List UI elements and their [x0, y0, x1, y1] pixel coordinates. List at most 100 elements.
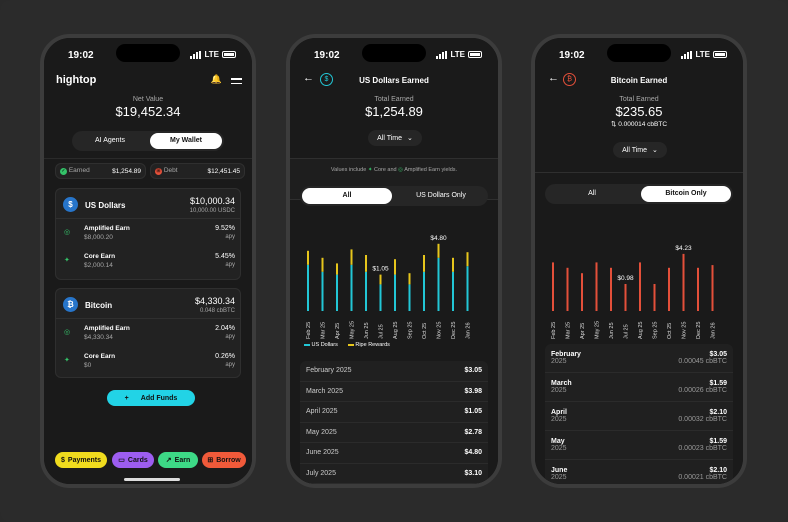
month-value: $3.05 — [709, 351, 727, 358]
dynamic-island — [362, 44, 426, 62]
month-label: July 2025 — [306, 469, 336, 477]
range-value: All Time — [622, 146, 648, 154]
btc-amp-apy: 2.04% — [215, 325, 235, 332]
bar-btc — [653, 284, 656, 311]
menu-icon[interactable] — [231, 78, 242, 84]
month-label: June 2025 — [306, 449, 339, 457]
month-btc: 0.00021 cbBTC — [678, 474, 727, 481]
status-time: 19:02 — [559, 50, 585, 61]
add-funds-button[interactable]: + Add Funds — [107, 390, 195, 406]
monthly-list: February 2025 $3.05 0.00045 cbBTC March 2025 $… — [545, 344, 733, 484]
payments-chip[interactable]: $ Payments — [55, 452, 107, 468]
tab-ai-agents[interactable]: AI Agents — [95, 137, 125, 144]
back-arrow-icon[interactable]: ← — [548, 72, 559, 84]
x-tick-label: Feb 25 — [306, 322, 312, 339]
data-label: $4.80 — [430, 235, 447, 242]
btc-core-apy-label: apy — [225, 362, 235, 368]
net-value-label: Net Value — [132, 96, 164, 103]
cards-chip[interactable]: ▭ Cards — [112, 452, 154, 468]
usd-coin-icon: $ — [320, 73, 333, 86]
bar-ripe-rewards — [423, 255, 425, 272]
dynamic-island — [116, 44, 180, 62]
debt-icon: ⊞ — [155, 167, 162, 175]
data-label: $0.98 — [617, 275, 634, 282]
list-item[interactable]: April 2025 $2.10 0.00032 cbBTC — [545, 402, 733, 431]
x-tick-label: Dec 25 — [451, 322, 457, 339]
btc-card[interactable]: ₿ Bitcoin $4,330.34 0.048 cbBTC ◎ Amplif… — [55, 288, 241, 378]
notification-bell-icon[interactable]: 🔔 — [210, 74, 222, 84]
x-tick-label: Aug 25 — [638, 322, 644, 339]
x-tick-label: Jun 25 — [609, 322, 615, 339]
usd-amp-apy: 9.52% — [215, 225, 235, 232]
usd-card[interactable]: $ US Dollars $10,000.34 10,000.00 USDC ◎… — [55, 188, 241, 280]
btc-amp-label: Amplified Earn — [84, 325, 130, 332]
usd-coin-icon: $ — [63, 197, 78, 212]
bar-ripe-rewards — [408, 273, 411, 285]
list-item[interactable]: March 2025 $1.59 0.00026 cbBTC — [545, 373, 733, 402]
debt-summary[interactable]: ⊞ Debt $12,451.45 — [150, 163, 245, 179]
usd-bar-chart: Feb 25 Mar 25 Apr 25 May 25 Jun 25 Jul 25 Aug … — [306, 235, 472, 339]
battery-icon — [713, 51, 727, 58]
month-btc: 0.00032 cbBTC — [678, 416, 727, 423]
bar-us-dollars — [350, 264, 353, 311]
x-tick-label: Mar 25 — [566, 322, 572, 339]
list-item[interactable]: February 2025 $3.05 0.00045 cbBTC — [545, 344, 733, 373]
payments-label: Payments — [67, 456, 101, 464]
usd-amp-amount: $8,000.20 — [84, 234, 113, 241]
month-value-block: $1.59 0.00026 cbBTC — [678, 380, 727, 394]
divider — [535, 172, 743, 173]
list-item[interactable]: May 2025 $2.78 — [300, 423, 488, 443]
month-year: 2025 — [551, 474, 567, 481]
bar-us-dollars — [321, 271, 324, 311]
network-label: LTE — [695, 50, 710, 59]
trend-icon: ↗ — [165, 457, 172, 464]
signal-icon — [436, 50, 448, 59]
yield-note: Values include ✦ Core and ◎ Amplified Ea… — [290, 167, 498, 173]
tab-bitcoin-only[interactable]: Bitcoin Only — [641, 186, 731, 202]
divider — [56, 318, 240, 319]
range-dropdown[interactable]: All Time ⌄ — [368, 130, 422, 146]
earned-label: Earned — [68, 167, 90, 175]
list-item[interactable]: April 2025 $1.05 — [300, 402, 488, 423]
tab-all[interactable]: All — [302, 188, 392, 204]
borrow-label: Borrow — [216, 456, 241, 464]
back-arrow-icon[interactable]: ← — [303, 72, 314, 84]
tab-all[interactable]: All — [588, 190, 596, 197]
btc-bar-chart: Feb 25 Mar 25 Apr 25 May 25 Jun 25 Jul 25 Aug … — [551, 245, 717, 339]
swap-icon: ⇅ — [610, 121, 617, 128]
core-earn-icon: ✦ — [64, 257, 70, 264]
x-tick-label: Apr 25 — [335, 323, 341, 339]
bar-ripe-rewards — [466, 252, 469, 267]
list-item[interactable]: June 2025 $4.80 — [300, 443, 488, 464]
signal-icon — [681, 50, 693, 59]
range-dropdown[interactable]: All Time ⌄ — [613, 142, 667, 158]
tab-us-dollars-only[interactable]: US Dollars Only — [416, 192, 466, 199]
list-item[interactable]: March 2025 $3.98 — [300, 382, 488, 402]
month-label: May — [551, 438, 565, 445]
usd-amp-label: Amplified Earn — [84, 225, 130, 232]
list-item[interactable]: February 2025 $3.05 — [300, 361, 488, 382]
data-label: $1.05 — [372, 266, 389, 273]
usd-sub: 10,000.00 USDC — [189, 208, 235, 214]
earned-summary[interactable]: ✓ Earned $1,254.89 — [55, 163, 146, 179]
total-earned: $235.65 — [615, 104, 663, 119]
tab-my-wallet[interactable]: My Wallet — [150, 133, 222, 149]
legend-usd: US Dollars — [304, 342, 338, 348]
x-tick-label: Sep 25 — [653, 322, 659, 339]
earn-chip[interactable]: ↗ Earn — [158, 452, 198, 468]
bar-ripe-rewards — [321, 257, 324, 272]
monthly-list: February 2025 $3.05 March 2025 $3.98 April 2… — [300, 361, 488, 484]
bar-ripe-rewards — [452, 257, 454, 272]
btc-filter-tabs: All Bitcoin Only — [545, 184, 733, 204]
bar-us-dollars — [379, 284, 382, 311]
btc-core-amount: $0 — [84, 362, 92, 369]
bar-btc — [711, 265, 714, 311]
list-item[interactable]: May 2025 $1.59 0.00023 cbBTC — [545, 431, 733, 460]
list-item[interactable]: July 2025 $3.10 — [300, 464, 488, 484]
borrow-chip[interactable]: ⊞ Borrow — [202, 452, 246, 468]
usd-value: $10,000.34 — [189, 196, 235, 206]
list-item[interactable]: June 2025 $2.10 0.00021 cbBTC — [545, 460, 733, 484]
net-value: $19,452.34 — [115, 104, 181, 119]
month-year: 2025 — [551, 358, 567, 365]
month-value-block: $2.10 0.00021 cbBTC — [678, 467, 727, 481]
